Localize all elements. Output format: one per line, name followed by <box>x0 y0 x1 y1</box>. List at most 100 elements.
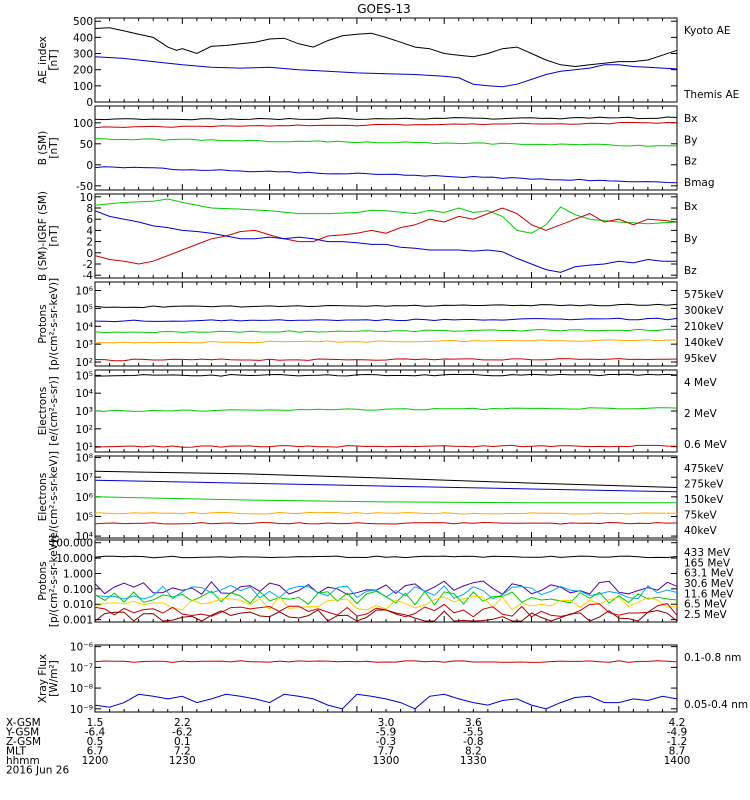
y-tick-label: 10⁴ <box>75 388 93 400</box>
x-tick-label: 6.7 <box>87 746 104 758</box>
y-tick-label: 10¹ <box>75 442 93 454</box>
x-axis-row-label: hhmm <box>6 755 40 767</box>
panel-xray: 10⁻⁶ 10⁻⁷ 10⁻⁸ 10⁻⁹ Xray Flux [W/m²] 0.1-0.8 n… <box>37 642 748 716</box>
series-line <box>94 358 678 362</box>
legend-entry: 575keV <box>684 289 724 301</box>
series-line <box>94 317 678 323</box>
series-line <box>94 303 678 309</box>
series-line <box>94 470 678 488</box>
y-tick-label: 0.001 <box>63 615 93 627</box>
legend-entry: 11.6 MeV <box>684 588 734 600</box>
legend-entry: By <box>684 233 697 245</box>
y-tick-label: 4 <box>86 225 93 237</box>
x-tick-label: 0.5 <box>87 736 104 748</box>
x-tick-label: -5.9 <box>376 727 397 739</box>
panel-frame <box>94 17 678 103</box>
series-line <box>94 328 678 334</box>
legend-entry: 0.05-0.4 nm <box>684 699 748 711</box>
x-tick-label: 1200 <box>82 755 109 767</box>
series-line <box>94 590 678 606</box>
y-tick-label: 400 <box>73 32 93 44</box>
series-line <box>94 555 678 559</box>
x-tick-label: -5.5 <box>463 727 484 739</box>
x-tick-label: 1330 <box>460 755 487 767</box>
y-tick-label: 10⁶ <box>75 286 93 298</box>
series-line <box>94 56 678 88</box>
legend-entry: 275keV <box>684 479 724 491</box>
series-line <box>94 693 678 710</box>
y-axis-label: [e/(cm²-s-sr)] <box>48 376 60 445</box>
panel-electrons_low: 10⁸ 10⁷ 10⁶ 10⁵ 10⁴ Electrons [e/(cm²-s-sr-keV… <box>37 451 724 543</box>
x-tick-label: 8.2 <box>465 746 482 758</box>
panel-frame <box>94 455 678 539</box>
panel-ae: 500 400 300 200 100 0 AE_index [nT] Kyoto AE Them… <box>37 16 739 109</box>
y-tick-label: 100 <box>73 118 93 130</box>
y-tick-label: 10⁻⁸ <box>70 683 93 695</box>
series-line <box>94 339 677 344</box>
series-line <box>94 207 678 265</box>
legend-entry: 40keV <box>684 525 718 537</box>
panel-frame <box>94 369 678 453</box>
series-line <box>94 373 678 377</box>
legend-entry: 140keV <box>684 337 724 349</box>
x-tick-label: 0.1 <box>174 736 191 748</box>
y-axis-label: Electrons <box>37 387 49 436</box>
panel-protons_high: 100.000 10.000 1.000 0.100 0.010 0.001 Protons… <box>37 535 734 627</box>
y-tick-label: 0 <box>86 160 93 172</box>
legend-entry: Themis AE <box>683 89 739 101</box>
y-tick-label: 10³ <box>75 406 93 418</box>
y-tick-label: -50 <box>76 181 93 193</box>
series-line <box>94 121 678 129</box>
legend-entry: By <box>684 134 697 146</box>
y-axis-label: [p/(cm²-s-sr-keV)] <box>48 535 60 627</box>
series-line <box>94 138 678 147</box>
legend-entry: 0.1-0.8 nm <box>684 652 741 664</box>
y-tick-label: 200 <box>73 65 93 77</box>
y-tick-label: 300 <box>73 49 93 61</box>
series-line <box>94 609 678 622</box>
x-tick-label: 8.7 <box>669 746 686 758</box>
y-tick-label: 50 <box>80 139 93 151</box>
x-tick-label: 3.6 <box>465 717 482 729</box>
y-tick-label: 10⁻⁷ <box>70 662 93 674</box>
legend-entry: 433 MeV <box>684 547 731 559</box>
x-axis-row-label: X-GSM <box>6 717 41 729</box>
x-axis-row-label: Z-GSM <box>6 736 41 748</box>
panel-protons_low: 10⁶ 10⁵ 10⁴ 10³ 10² Protons [p/(cm²-s-sr-keV)]… <box>37 278 724 370</box>
x-axis-row-label: Y-GSM <box>5 727 39 739</box>
series-line <box>94 198 678 234</box>
y-axis-label: AE_index <box>37 36 49 84</box>
legend-entry: 75keV <box>684 510 718 522</box>
panel-frame <box>94 281 678 367</box>
x-tick-label: -1.2 <box>667 736 688 748</box>
y-axis-label: [nT] <box>48 137 60 158</box>
panel-frame <box>94 644 678 713</box>
y-axis-label: B (SM) <box>37 131 49 165</box>
y-tick-label: 500 <box>73 16 93 28</box>
y-tick-label: 10⁸ <box>75 453 93 465</box>
y-tick-label: 10³ <box>75 339 93 351</box>
x-tick-label: -6.2 <box>172 727 193 739</box>
x-tick-label: -4.9 <box>667 727 688 739</box>
x-tick-label: -6.4 <box>85 727 106 739</box>
legend-entry: Bz <box>684 265 697 277</box>
series-line <box>94 511 678 515</box>
y-tick-label: 10 <box>80 192 93 204</box>
legend-entry: 300keV <box>684 305 724 317</box>
y-axis-label: [e/(cm²-s-sr-keV)] <box>48 451 60 543</box>
legend-entry: Bz <box>684 156 697 168</box>
chart-title: GOES-13 <box>357 2 411 16</box>
y-tick-label: 10⁷ <box>75 472 93 484</box>
y-tick-label: 10.000 <box>56 553 93 565</box>
y-tick-label: 10⁻⁶ <box>70 642 93 654</box>
series-line <box>94 27 678 68</box>
legend-entry: 4 MeV <box>684 377 718 389</box>
legend-entry: 165 MeV <box>684 557 731 569</box>
x-axis-row-label: MLT <box>6 746 26 758</box>
series-line <box>94 407 678 412</box>
y-axis-label: [nT] <box>48 225 60 246</box>
legend-entry: Bx <box>684 201 697 213</box>
y-axis-label: Protons <box>37 561 49 600</box>
